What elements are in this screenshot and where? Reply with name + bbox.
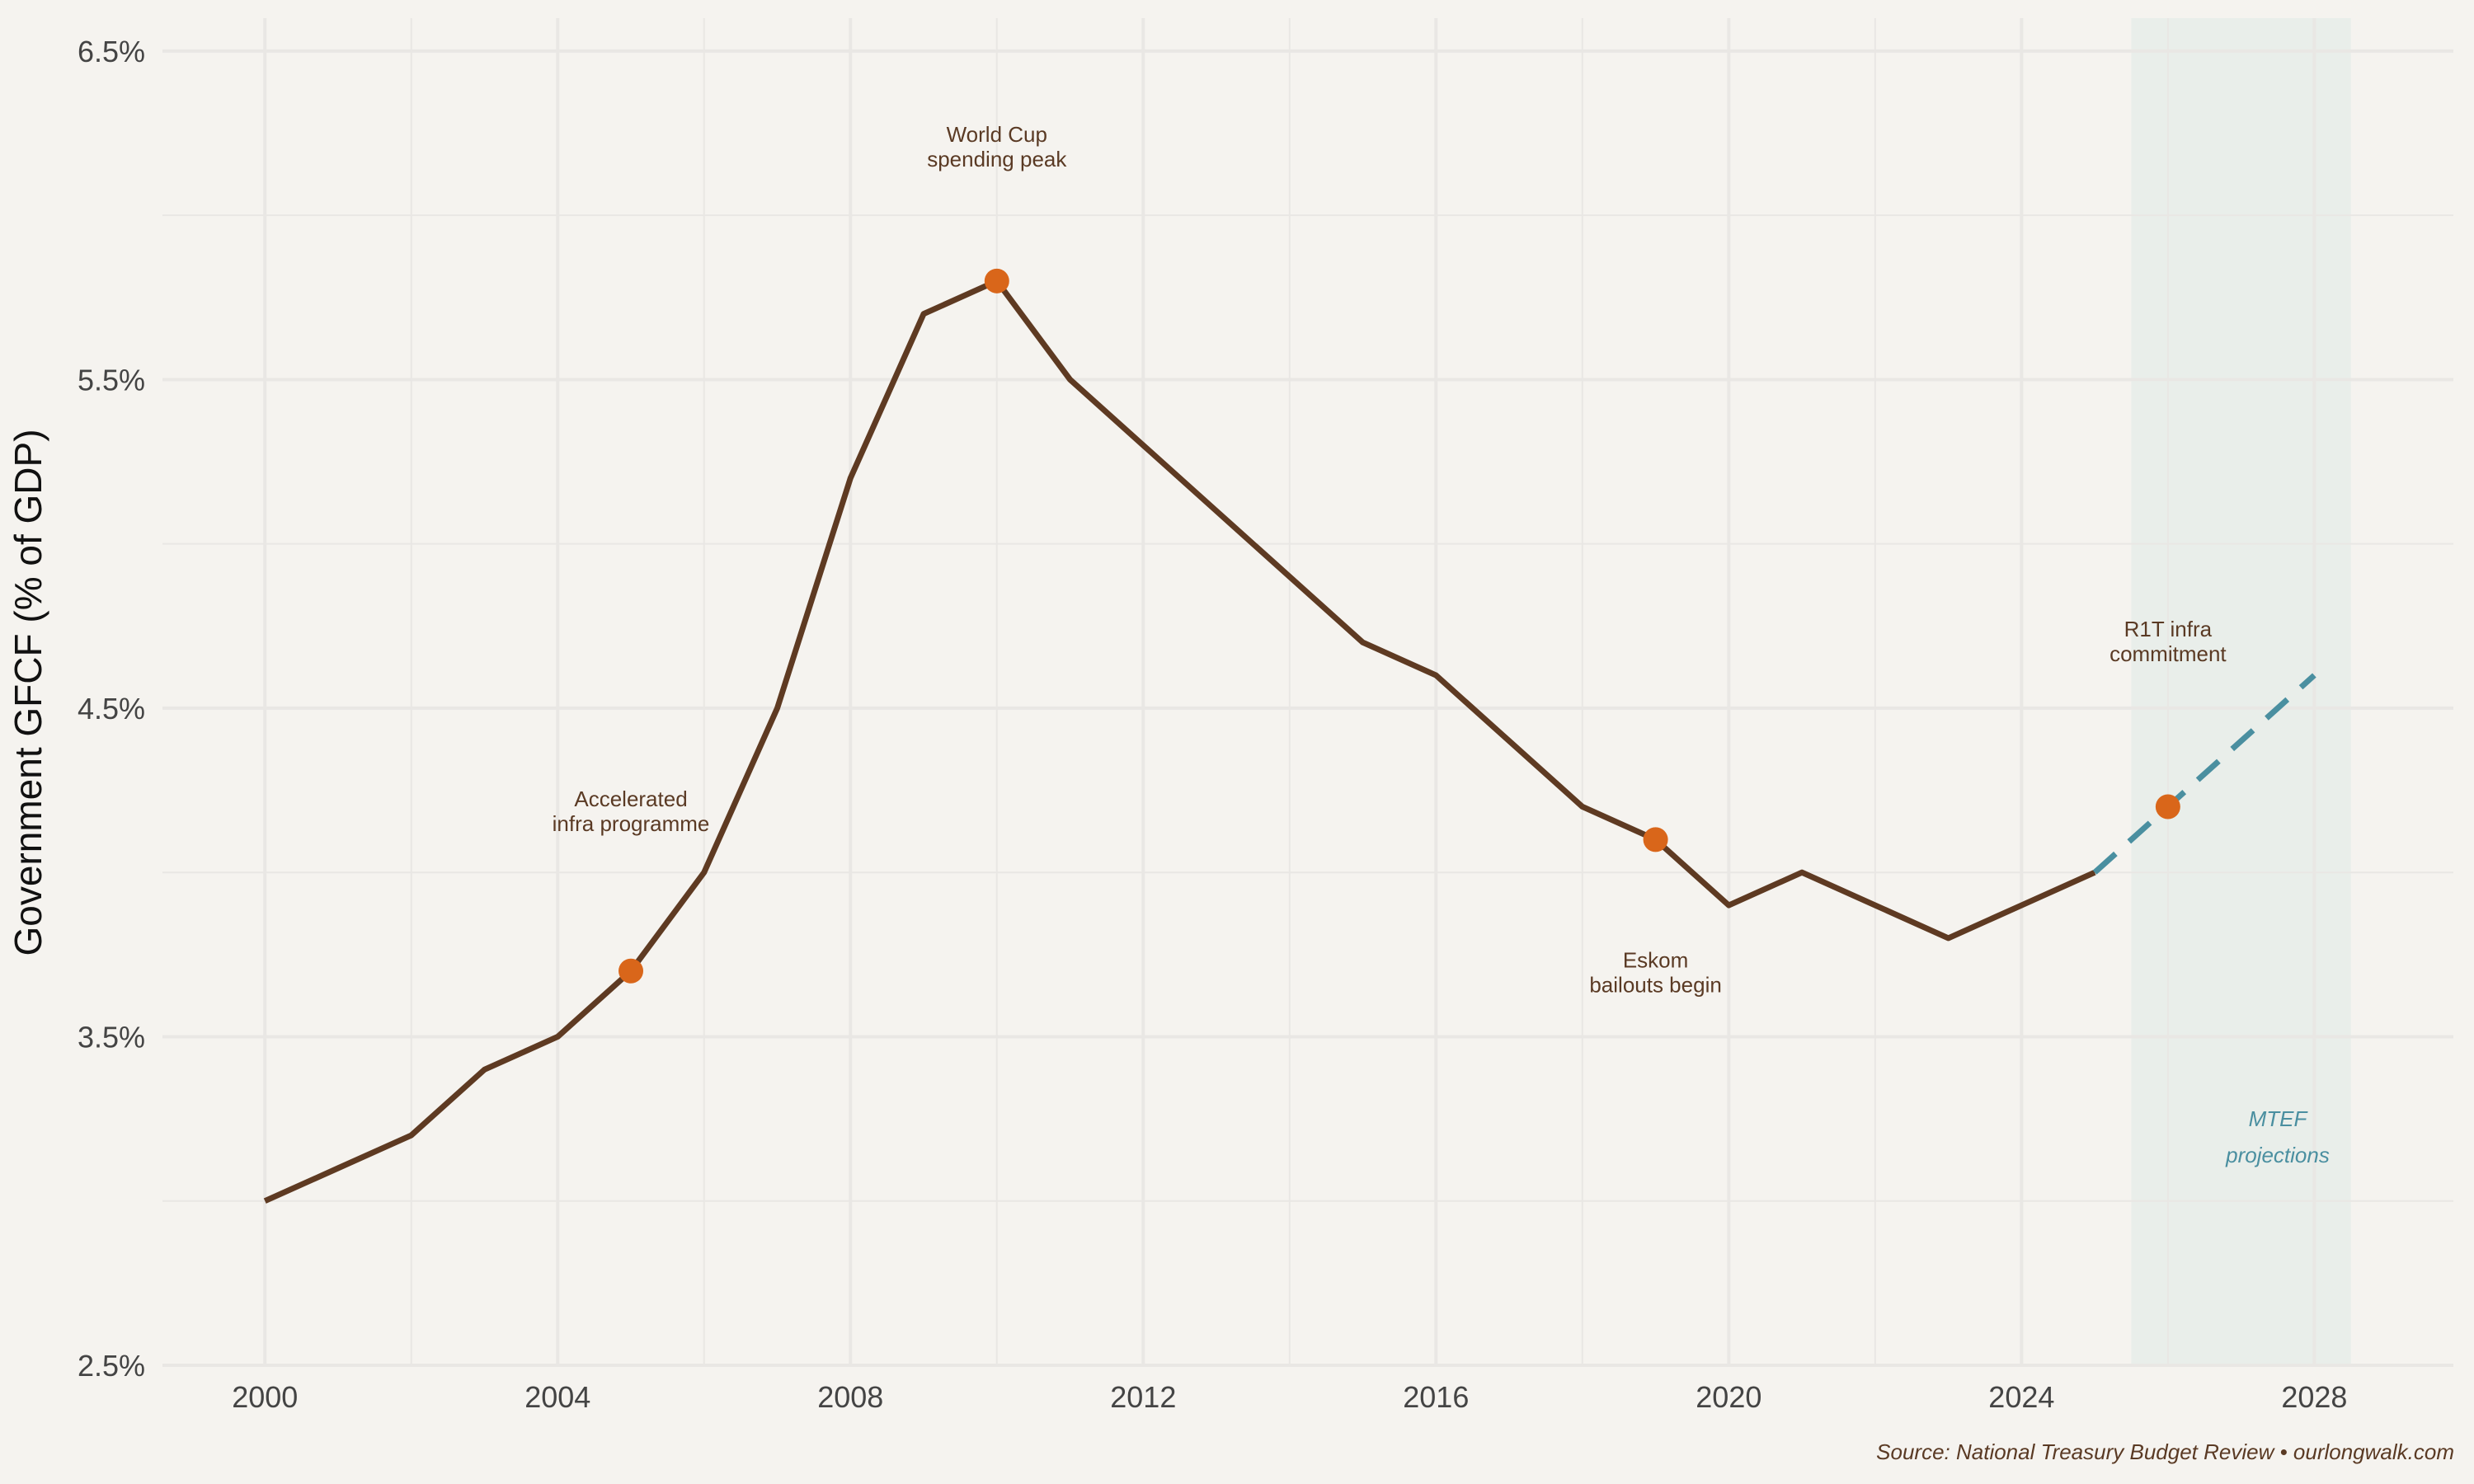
highlight-point bbox=[618, 958, 644, 984]
annotation-label: Accelerated bbox=[574, 787, 687, 811]
x-tick-label: 2004 bbox=[524, 1380, 590, 1414]
y-tick-label: 4.5% bbox=[78, 692, 145, 726]
marker-layer bbox=[618, 268, 2180, 984]
annotation-label: bailouts begin bbox=[1589, 972, 1721, 997]
projection-line bbox=[2092, 673, 2316, 875]
y-tick-label: 5.5% bbox=[78, 363, 145, 397]
x-tick-label: 2016 bbox=[1403, 1380, 1469, 1414]
projection-label: projections bbox=[2225, 1143, 2330, 1167]
x-tick-label: 2012 bbox=[1110, 1380, 1176, 1414]
y-axis-label: Government GFCF (% of GDP) bbox=[7, 429, 49, 956]
x-tick-label: 2000 bbox=[232, 1380, 298, 1414]
annotation-label: World Cup bbox=[947, 122, 1047, 147]
annotation-label: spending peak bbox=[927, 147, 1067, 171]
highlight-point bbox=[984, 268, 1009, 294]
y-tick-label: 3.5% bbox=[78, 1020, 145, 1054]
historical-line bbox=[263, 278, 2096, 1204]
x-tick-label: 2020 bbox=[1696, 1380, 1761, 1414]
annotation-label: R1T infra bbox=[2124, 617, 2213, 641]
y-tick-label: 6.5% bbox=[78, 35, 145, 68]
highlight-point bbox=[2155, 794, 2180, 819]
highlight-point bbox=[1643, 827, 1668, 852]
annotation-label: Eskom bbox=[1623, 947, 1688, 972]
x-tick-label: 2028 bbox=[2281, 1380, 2347, 1414]
annotation-label: infra programme bbox=[553, 811, 710, 836]
grid-layer bbox=[162, 18, 2453, 1367]
source-note: Source: National Treasury Budget Review … bbox=[1876, 1439, 2454, 1464]
projection-label: MTEF bbox=[2249, 1106, 2309, 1131]
x-tick-label: 2008 bbox=[817, 1380, 883, 1414]
x-tick-label: 2024 bbox=[1988, 1380, 2054, 1414]
annotation-label: commitment bbox=[2109, 641, 2227, 666]
series-layer bbox=[263, 278, 2316, 1204]
y-tick-label: 2.5% bbox=[78, 1349, 145, 1383]
